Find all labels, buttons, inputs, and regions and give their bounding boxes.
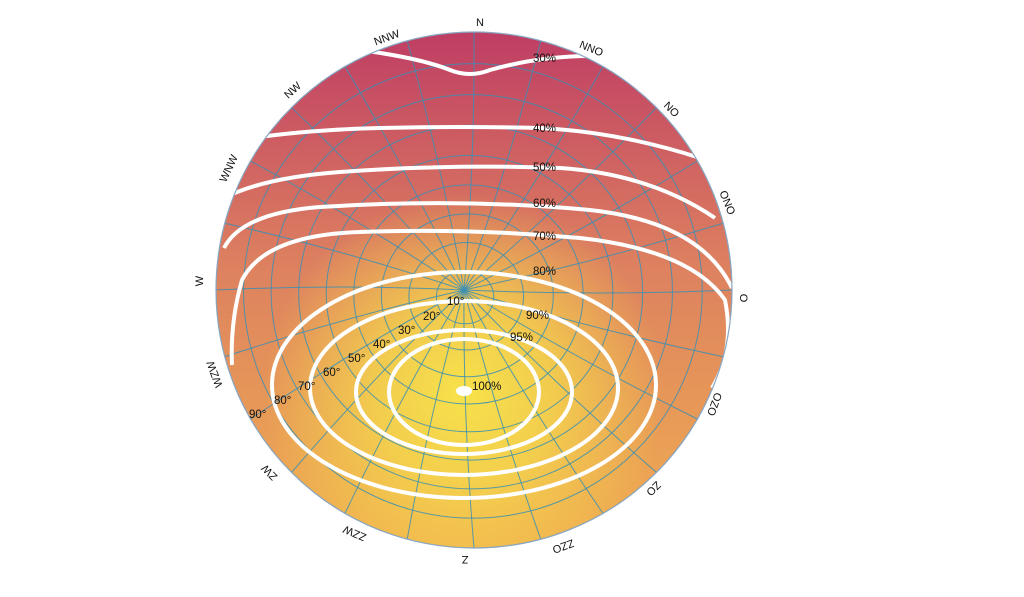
contour-label-40: 40% <box>533 123 556 135</box>
contour-lines <box>219 38 732 500</box>
altitude-label-30: 30° <box>398 325 415 337</box>
altitude-label-20: 20° <box>423 311 440 323</box>
azimuth-line <box>463 32 475 291</box>
compass-label-zw: ZW <box>259 461 280 482</box>
grid-lines <box>216 32 732 548</box>
azimuth-line <box>250 289 465 420</box>
contour-60 <box>222 201 732 289</box>
altitude-label-40: 40° <box>373 339 390 351</box>
sun-glow <box>216 32 732 548</box>
contour-80 <box>270 270 658 500</box>
contour-90 <box>308 299 620 477</box>
altitude-label-80: 80° <box>274 395 291 407</box>
azimuth-line <box>216 286 465 291</box>
azimuth-line <box>463 289 475 548</box>
azimuth-line <box>463 289 657 473</box>
compass-label-wzw: WZW <box>205 358 226 389</box>
contour-label-30: 30% <box>533 53 556 65</box>
azimuth-line <box>463 289 542 540</box>
altitude-circle <box>380 213 554 378</box>
contour-95 <box>354 328 574 456</box>
azimuth-line <box>463 107 657 291</box>
contour-30 <box>359 38 621 76</box>
compass-label-w: W <box>194 275 206 286</box>
dome-rim <box>215 31 733 549</box>
altitude-circle <box>325 154 614 433</box>
contour-50 <box>219 164 717 220</box>
altitude-label-10: 10° <box>447 296 464 308</box>
contour-label-95: 95% <box>510 332 533 344</box>
azimuth-line <box>406 40 465 291</box>
azimuth-line <box>463 289 698 420</box>
contour-40 <box>239 125 701 160</box>
contour-labels: 30% 40% 50% 60% 70% 80% 90% 95% 100% <box>472 53 556 393</box>
compass-label-zzo: ZZO <box>550 536 575 555</box>
compass-label-o: O <box>737 294 749 303</box>
contour-70 <box>229 228 731 390</box>
contour-100 <box>456 386 472 396</box>
contour-label-70: 70% <box>533 231 556 243</box>
contour-label-60: 60% <box>533 198 556 210</box>
altitude-label-70: 70° <box>298 381 315 393</box>
compass-label-z: Z <box>461 553 468 565</box>
azimuth-line <box>463 289 724 358</box>
azimuth-line <box>344 289 465 514</box>
azimuth-line <box>291 289 465 473</box>
contour-label-90: 90% <box>526 310 549 322</box>
altitude-label-50: 50° <box>348 353 365 365</box>
azimuth-line <box>406 289 465 540</box>
compass-label-wnw: WNW <box>218 153 241 185</box>
altitude-circle <box>408 241 525 351</box>
azimuth-line <box>463 222 724 291</box>
azimuth-line <box>463 289 732 294</box>
altitude-label-60: 60° <box>323 367 340 379</box>
azimuth-line <box>463 289 604 514</box>
azimuth-line <box>224 289 465 358</box>
compass-label-n: N <box>476 17 484 29</box>
altitude-labels: 10° 20° 30° 40° 50° 60° 70° 80° 90° <box>249 296 464 421</box>
compass-label-zzw: ZZW <box>341 522 368 543</box>
contour-label-50: 50% <box>533 162 556 174</box>
contour-label-80: 80% <box>533 266 556 278</box>
contour-label-100: 100% <box>472 381 501 393</box>
contour-100-ring <box>387 337 541 447</box>
azimuth-line <box>344 66 465 291</box>
azimuth-line <box>463 66 604 291</box>
altitude-label-90: 90° <box>249 409 266 421</box>
azimuth-line <box>224 222 465 291</box>
